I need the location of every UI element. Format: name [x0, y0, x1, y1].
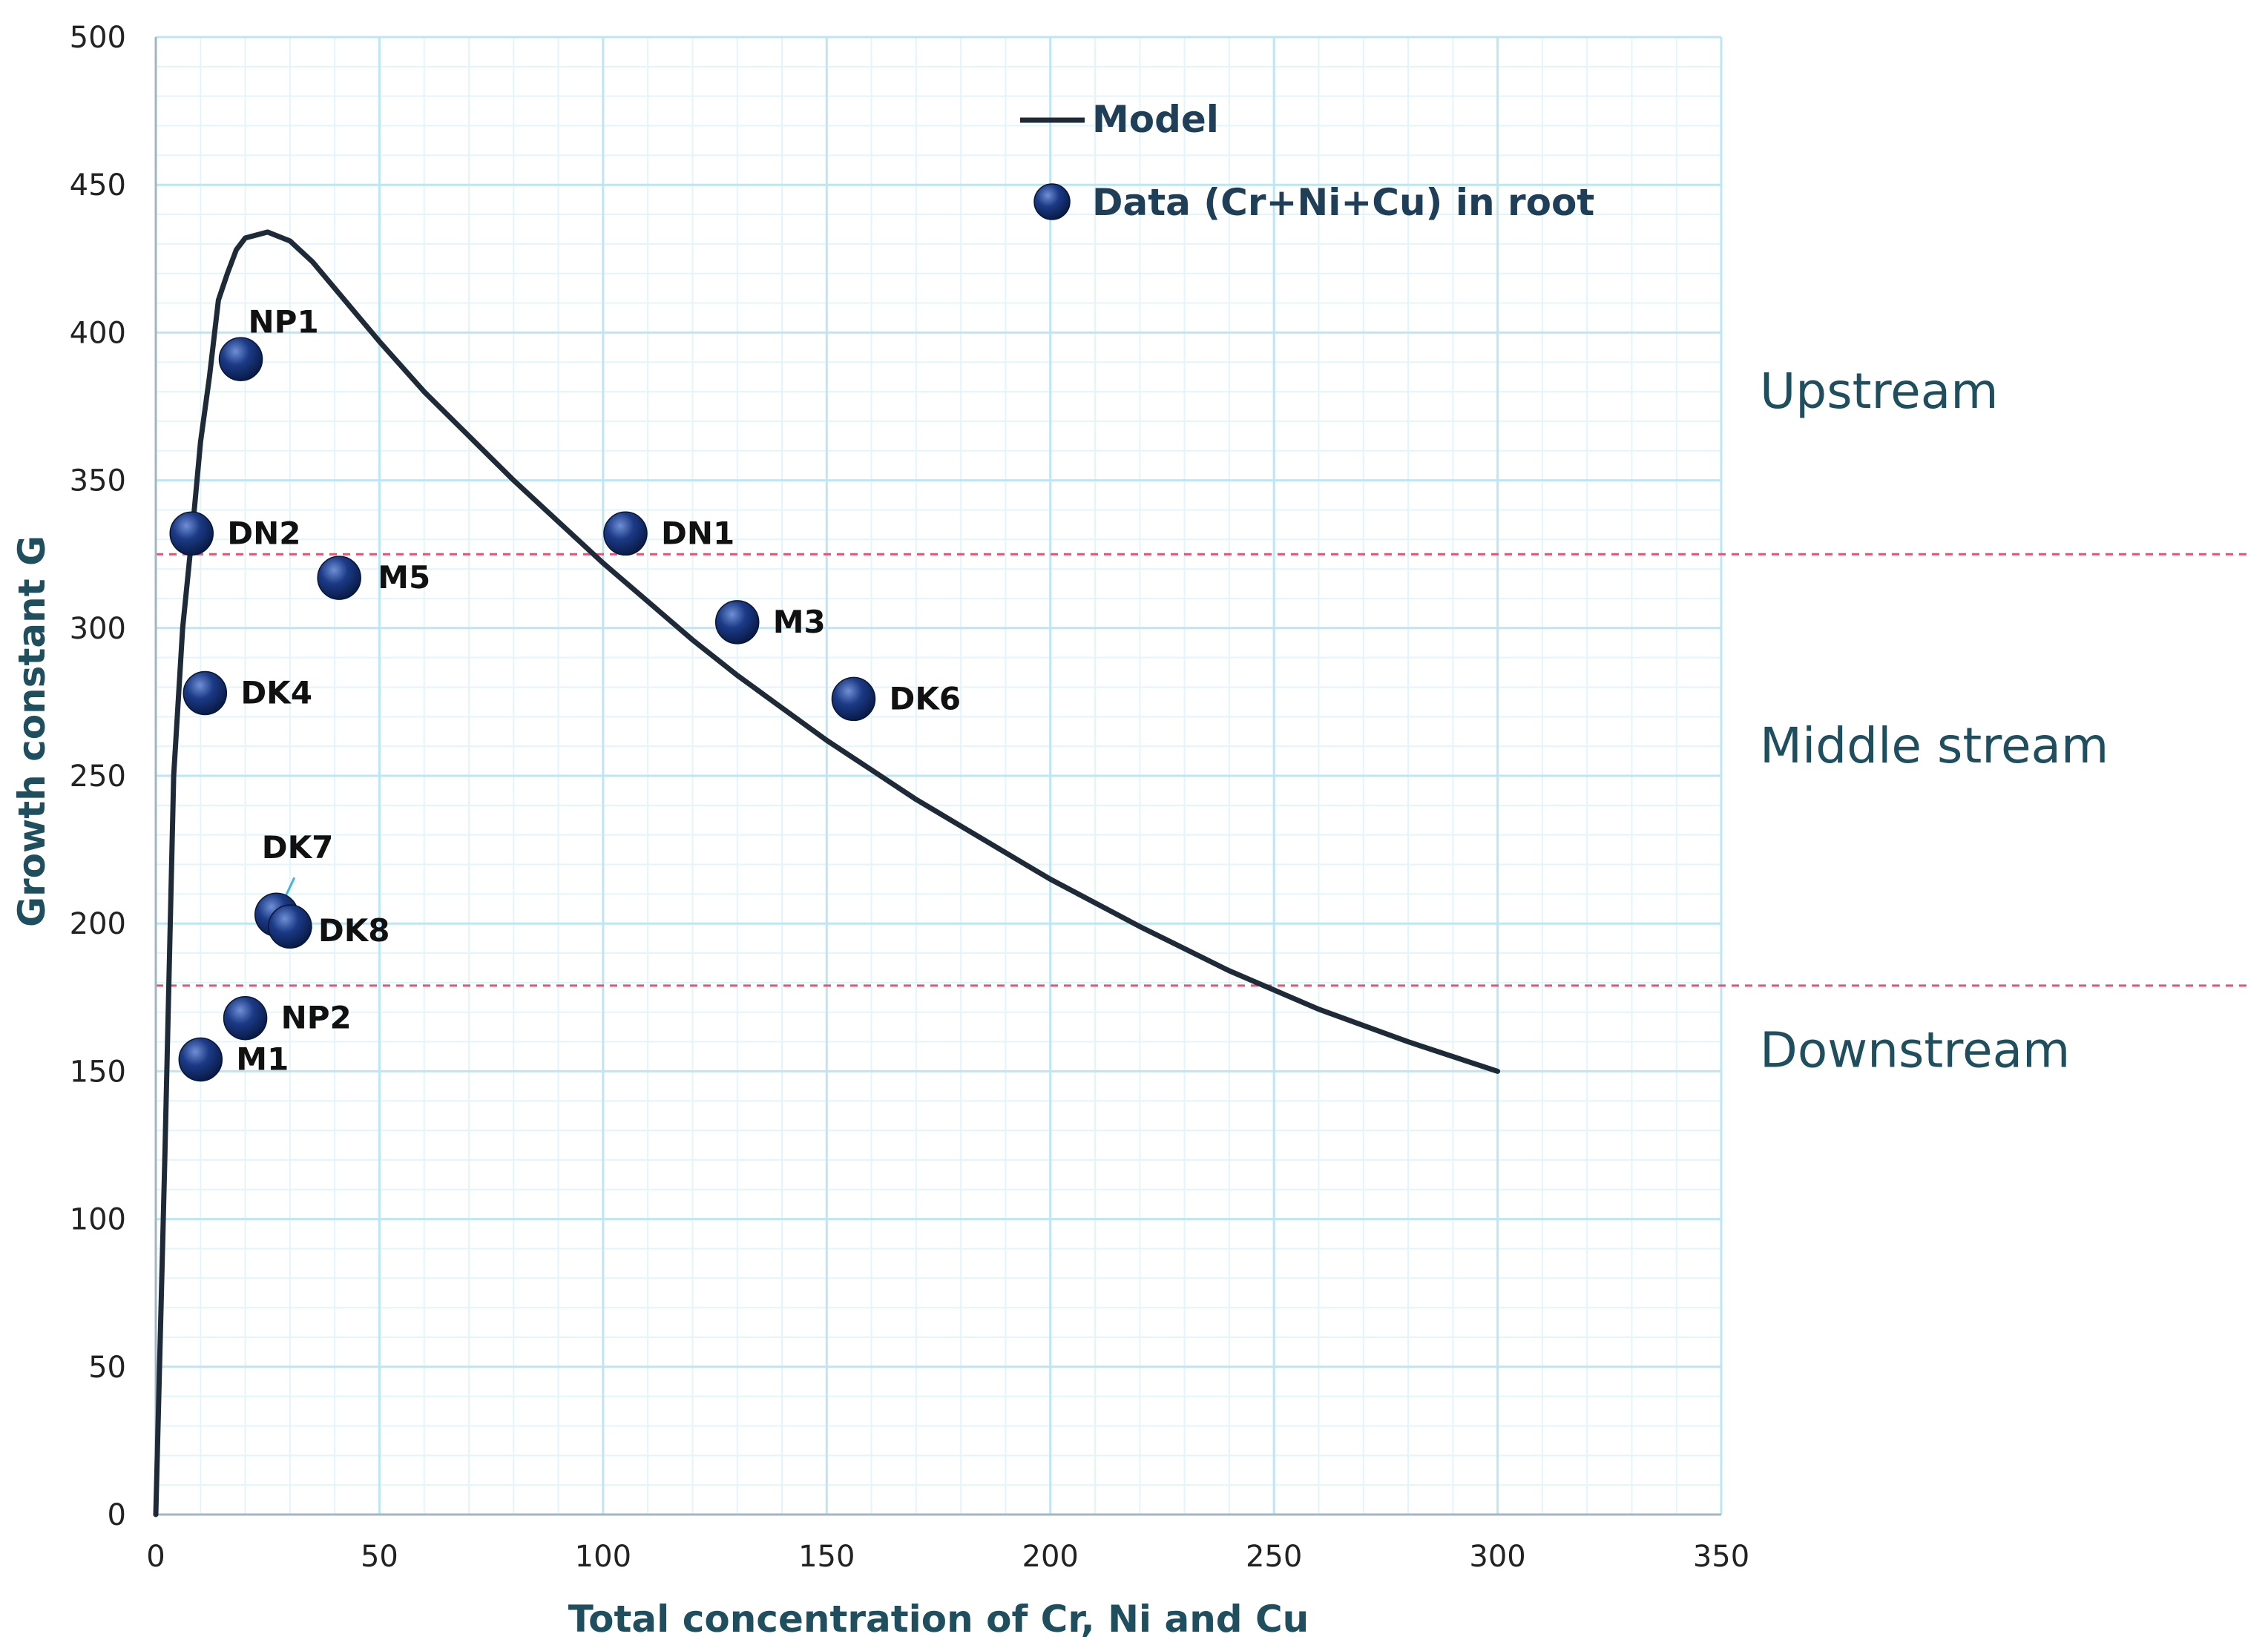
point-label-dk7: DK7: [262, 829, 334, 866]
axes: [154, 37, 1721, 1516]
legend-label-model: Model: [1092, 98, 1219, 141]
y-tick-label: 250: [70, 759, 126, 794]
x-tick-label: 100: [575, 1540, 631, 1574]
point-label-dn2: DN2: [227, 515, 300, 551]
x-axis-title: Total concentration of Cr, Ni and Cu: [568, 1598, 1309, 1641]
y-tick-label: 450: [70, 168, 126, 202]
x-tick-label: 300: [1469, 1540, 1525, 1574]
data-series: [169, 337, 876, 1082]
x-tick-label: 50: [361, 1540, 398, 1574]
point-label-np1: NP1: [249, 303, 319, 340]
point-label-m5: M5: [378, 559, 430, 596]
y-tick-label: 200: [70, 907, 126, 941]
x-tick-label: 350: [1693, 1540, 1749, 1574]
y-tick-label: 500: [70, 21, 126, 55]
point-label-m3: M3: [773, 604, 826, 640]
point-labels: NP1 DN2 M5 DN1 M3 DK6 DK4 DK7 DK8 NP2 M1: [227, 303, 961, 1077]
x-tick-label: 250: [1246, 1540, 1302, 1574]
zone-labels: Upstream Middle stream Downstream: [1760, 363, 2108, 1078]
threshold-lines: [156, 553, 2248, 987]
x-tick-label: 150: [798, 1540, 855, 1574]
y-tick-label: 0: [108, 1498, 126, 1532]
y-tick-label: 100: [70, 1203, 126, 1237]
y-tick-label: 400: [70, 316, 126, 350]
data-point-dk4: [183, 670, 228, 716]
data-point-np2: [223, 995, 268, 1041]
data-point-dk8: [268, 904, 312, 949]
data-point-np1: [218, 337, 263, 382]
point-label-np2: NP2: [281, 1000, 352, 1036]
zone-label-upstream: Upstream: [1760, 363, 1999, 420]
model-series: [153, 229, 1501, 1517]
y-tick-label: 300: [70, 612, 126, 646]
zone-label-middle-stream: Middle stream: [1760, 717, 2108, 774]
legend-marker-swatch: [1033, 183, 1071, 220]
data-point-m3: [714, 600, 760, 645]
data-point-m1: [178, 1037, 223, 1082]
legend: Model Data (Cr+Ni+Cu) in root: [1020, 98, 1594, 224]
point-label-m1: M1: [236, 1041, 289, 1077]
zone-label-downstream: Downstream: [1760, 1022, 2070, 1079]
data-point-m5: [317, 556, 361, 600]
point-label-dk8: DK8: [318, 912, 390, 949]
model-line: [153, 229, 1501, 1517]
point-label-dn1: DN1: [661, 515, 734, 551]
x-tick-label: 0: [146, 1540, 165, 1574]
point-label-dk6: DK6: [889, 680, 961, 716]
point-label-dk4: DK4: [240, 674, 312, 711]
data-point-dn1: [603, 511, 648, 556]
y-tick-label: 50: [88, 1351, 126, 1385]
data-point-dk6: [831, 676, 876, 722]
legend-label-data: Data (Cr+Ni+Cu) in root: [1092, 181, 1594, 224]
y-tick-label: 150: [70, 1055, 126, 1089]
x-tick-label: 200: [1022, 1540, 1079, 1574]
y-tick-label: 350: [70, 464, 126, 498]
tick-labels: 0 50 100 150 200 250 300 350 0 50 100 150 200 250 300 3…: [70, 21, 1750, 1574]
y-axis-title: Growth constant G: [10, 535, 53, 927]
data-point-dn2: [169, 511, 214, 556]
